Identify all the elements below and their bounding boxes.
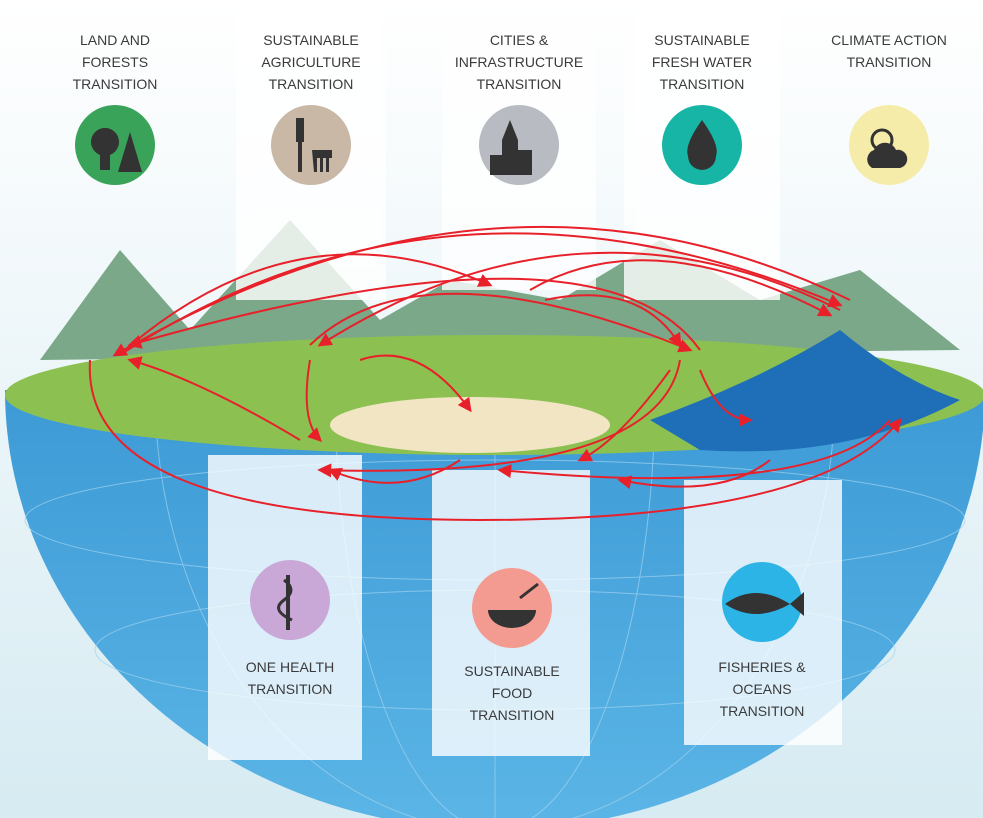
transition-label: CITIES & xyxy=(490,32,549,48)
transition-label: ONE HEALTH xyxy=(246,659,334,675)
transition-label: FISHERIES & xyxy=(718,659,806,675)
transition-label: INFRASTRUCTURE xyxy=(455,54,583,70)
transition-label: TRANSITION xyxy=(470,707,555,723)
transition-label: TRANSITION xyxy=(477,76,562,92)
transition-label: SUSTAINABLE xyxy=(464,663,559,679)
transition-label: FRESH WATER xyxy=(652,54,752,70)
transition-label: FOOD xyxy=(492,685,532,701)
transition-label: TRANSITION xyxy=(847,54,932,70)
transition-label: FORESTS xyxy=(82,54,148,70)
transition-label: CLIMATE ACTION xyxy=(831,32,947,48)
market-ground xyxy=(330,397,610,453)
transition-label: TRANSITION xyxy=(269,76,354,92)
transition-label: TRANSITION xyxy=(660,76,745,92)
transition-label: SUSTAINABLE xyxy=(263,32,358,48)
transition-label: TRANSITION xyxy=(248,681,333,697)
transition-label: TRANSITION xyxy=(73,76,158,92)
transition-label: SUSTAINABLE xyxy=(654,32,749,48)
transition-label: AGRICULTURE xyxy=(261,54,360,70)
transition-label: OCEANS xyxy=(732,681,791,697)
transition-label: LAND AND xyxy=(80,32,150,48)
infographic: LAND AND FORESTS TRANSITION SUSTAINABLE AGRI… xyxy=(0,0,983,818)
transition-label: TRANSITION xyxy=(720,703,805,719)
